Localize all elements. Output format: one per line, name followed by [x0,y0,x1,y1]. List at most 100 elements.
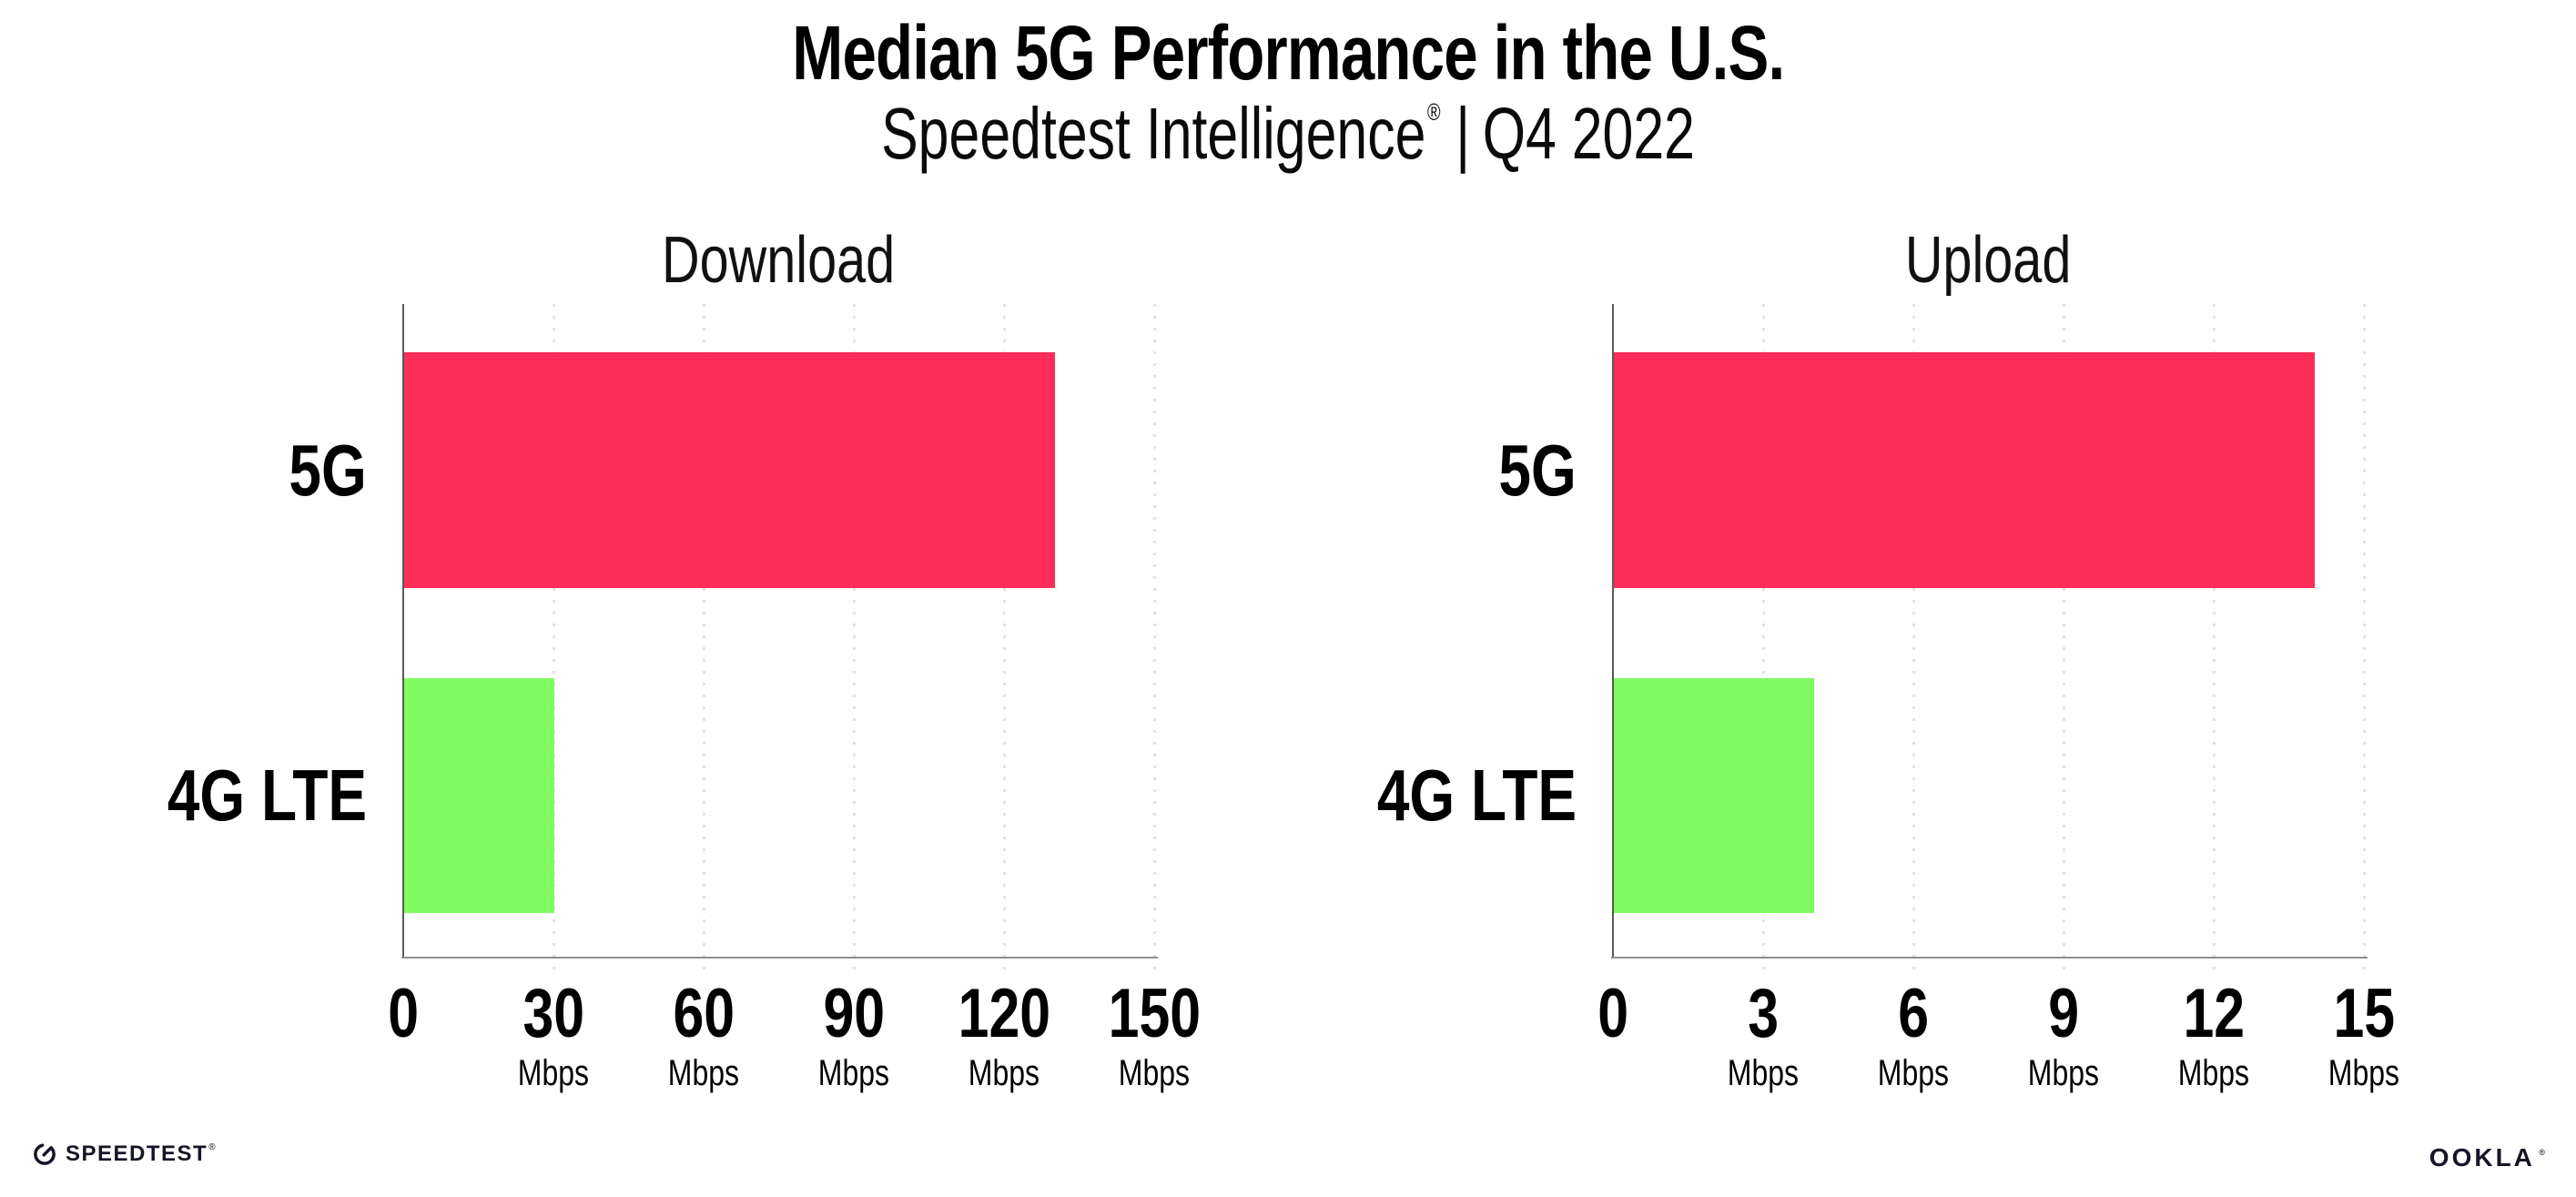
gridline [702,304,705,971]
x-tick-3: 3 Mbps [1690,978,1836,1094]
speedtest-wordmark: SPEEDTEST [66,1141,208,1166]
tick-number-text: 30 [522,975,584,1052]
tick-number: 3 [1690,978,1836,1050]
y-axis-line [402,304,404,959]
category-label-text: 4G LTE [167,755,367,836]
gridline [2362,304,2366,971]
tick-number: 0 [330,978,476,1050]
tick-number: 15 [2291,978,2437,1050]
tick-unit-text: Mbps [2177,1053,2250,1093]
category-label-text: 5G [1498,429,1577,511]
page-title: Median 5G Performance in the U.S. [0,13,2576,93]
speedtest-registered-mark: ® [208,1141,216,1152]
x-tick-0: 0 [330,978,476,1050]
tick-unit-text: Mbps [667,1053,740,1093]
gridline [1002,304,1006,971]
tick-number: 0 [1540,978,1686,1050]
x-tick-30: 30 Mbps [481,978,626,1094]
subtitle-brand: Speedtest Intelligence [881,93,1426,174]
tick-unit: Mbps [1081,1052,1227,1094]
tick-unit-text: Mbps [968,1053,1040,1093]
tick-unit: Mbps [2141,1052,2287,1094]
tick-number: 60 [631,978,776,1050]
gridline [1761,304,1765,971]
ookla-wordmark: OOKLA [2429,1143,2535,1172]
x-axis-line [1611,957,2368,959]
tick-unit: Mbps [781,1052,927,1094]
category-label-4g-lte: 4G LTE [1212,755,1577,837]
ookla-logo: OOKLA ® [2429,1143,2545,1172]
x-tick-15: 15 Mbps [2291,978,2437,1094]
tick-unit: Mbps [931,1052,1077,1094]
tick-unit: Mbps [1991,1052,2136,1094]
tick-number-text: 150 [1108,975,1201,1052]
bar-4g-lte [404,678,554,913]
tick-number-text: 9 [2048,975,2079,1052]
tick-unit: Mbps [1690,1052,1836,1094]
x-tick-6: 6 Mbps [1841,978,1986,1094]
x-tick-150: 150 Mbps [1081,978,1227,1094]
tick-unit-text: Mbps [517,1053,590,1093]
gridline [2062,304,2065,971]
tick-number-text: 3 [1748,975,1779,1052]
tick-unit: Mbps [2291,1052,2437,1094]
registered-mark: ® [1426,98,1441,126]
download-chart-title: Download [403,226,1154,295]
x-tick-9: 9 Mbps [1991,978,2136,1094]
subtitle-period: Q4 2022 [1482,93,1695,174]
category-label-text: 4G LTE [1376,755,1577,836]
page-subtitle-text: Speedtest Intelligence® | Q4 2022 [881,95,1695,189]
page-title-text: Median 5G Performance in the U.S. [791,10,1785,96]
x-axis-line [401,957,1158,959]
bar-5g [1614,352,2315,588]
tick-unit-text: Mbps [1118,1053,1191,1093]
tick-number-text: 0 [1597,975,1628,1052]
tick-unit-text: Mbps [1877,1053,1950,1093]
x-tick-120: 120 Mbps [931,978,1077,1094]
page-subtitle: Speedtest Intelligence® | Q4 2022 [0,95,2576,189]
tick-number: 30 [481,978,626,1050]
tick-number-text: 6 [1898,975,1929,1052]
category-label-text: 5G [289,429,367,511]
tick-number-text: 15 [2333,975,2395,1052]
tick-number-text: 60 [673,975,735,1052]
tick-number-text: 90 [823,975,885,1052]
tick-unit: Mbps [1841,1052,1986,1094]
chart-title-text: Upload [1905,224,2072,297]
gridline [1152,304,1156,971]
y-axis-line [1612,304,1614,959]
tick-number: 12 [2141,978,2287,1050]
ookla-registered-mark: ® [2539,1148,2545,1157]
tick-number: 9 [1991,978,2136,1050]
tick-number-text: 12 [2183,975,2245,1052]
tick-unit: Mbps [631,1052,776,1094]
bar-4g-lte [1614,678,1814,913]
category-label-5g: 5G [1212,430,1577,512]
bar-5g [404,352,1055,588]
gridline [2212,304,2216,971]
tick-number: 90 [781,978,927,1050]
gridline [552,304,555,971]
x-tick-60: 60 Mbps [631,978,776,1094]
x-tick-12: 12 Mbps [2141,978,2287,1094]
tick-unit-text: Mbps [2328,1053,2400,1093]
speedtest-logo: SPEEDTEST ® [32,1141,216,1167]
gridline [852,304,856,971]
upload-chart-panel: Upload 5G 4G LTE 0 3 Mbps 6 Mbps 9 Mbps 12 Mbps 15 Mb… [1377,218,2399,1129]
upload-chart-title: Upload [1613,226,2364,295]
subtitle-divider: | [1455,93,1470,174]
download-plot-area [401,304,1158,971]
tick-unit-text: Mbps [2027,1053,2100,1093]
x-tick-0: 0 [1540,978,1686,1050]
tick-number: 150 [1081,978,1227,1050]
tick-unit-text: Mbps [817,1053,890,1093]
gauge-icon [34,1143,56,1165]
tick-number: 120 [931,978,1077,1050]
tick-unit-text: Mbps [1727,1053,1800,1093]
tick-unit: Mbps [481,1052,626,1094]
category-label-5g: 5G [3,430,367,512]
download-chart-panel: Download 5G 4G LTE 0 30 Mbps 60 Mbps 90 Mbps 120 Mb… [167,218,1201,1129]
upload-plot-area [1611,304,2368,971]
gridline [1912,304,1915,971]
